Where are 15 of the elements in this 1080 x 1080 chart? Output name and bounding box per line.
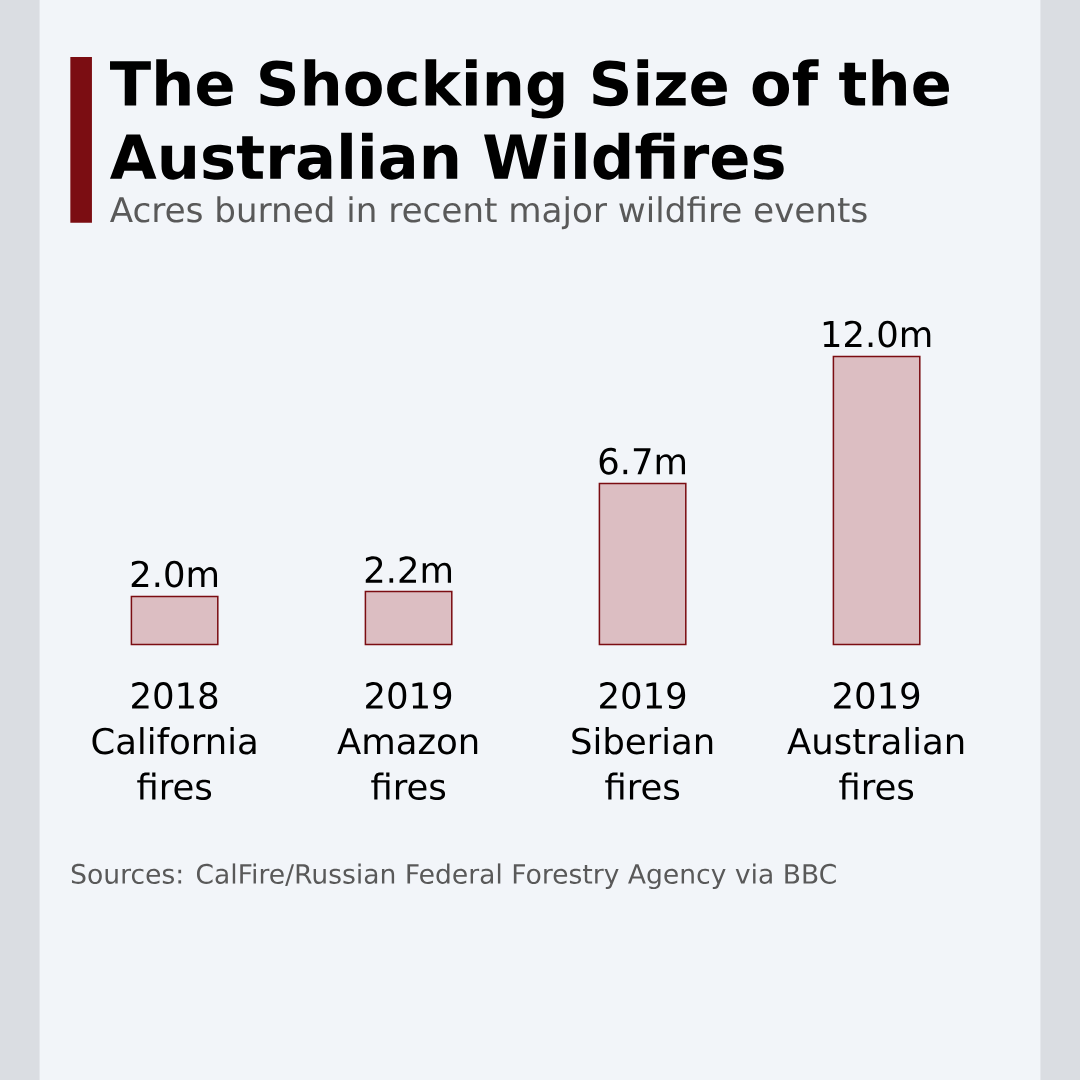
data-label: 2.2m: [365, 556, 452, 583]
x-tick-label: 2019 Siberian fires: [572, 682, 713, 801]
data-label: 12.0m: [823, 320, 931, 348]
data-label: 2.0m: [131, 560, 218, 588]
source-note: Sources: CalFire/Russian Federal Forestry Agency via BBC: [71, 863, 836, 890]
bar: [130, 595, 219, 646]
chart-subtitle: Acres burned in recent major wildfire events: [110, 196, 867, 230]
x-tick-label: 2019 Amazon fires: [337, 682, 478, 801]
x-tick-label: 2019 Australian fires: [787, 682, 964, 801]
bar: [598, 482, 687, 646]
data-label: 6.7m: [599, 447, 686, 475]
x-tick-label: 2018 California fires: [92, 682, 256, 801]
bar: [364, 590, 453, 646]
chart-title: The Shocking Size of the Australian Wildfires: [110, 59, 949, 180]
bar: [832, 355, 921, 646]
